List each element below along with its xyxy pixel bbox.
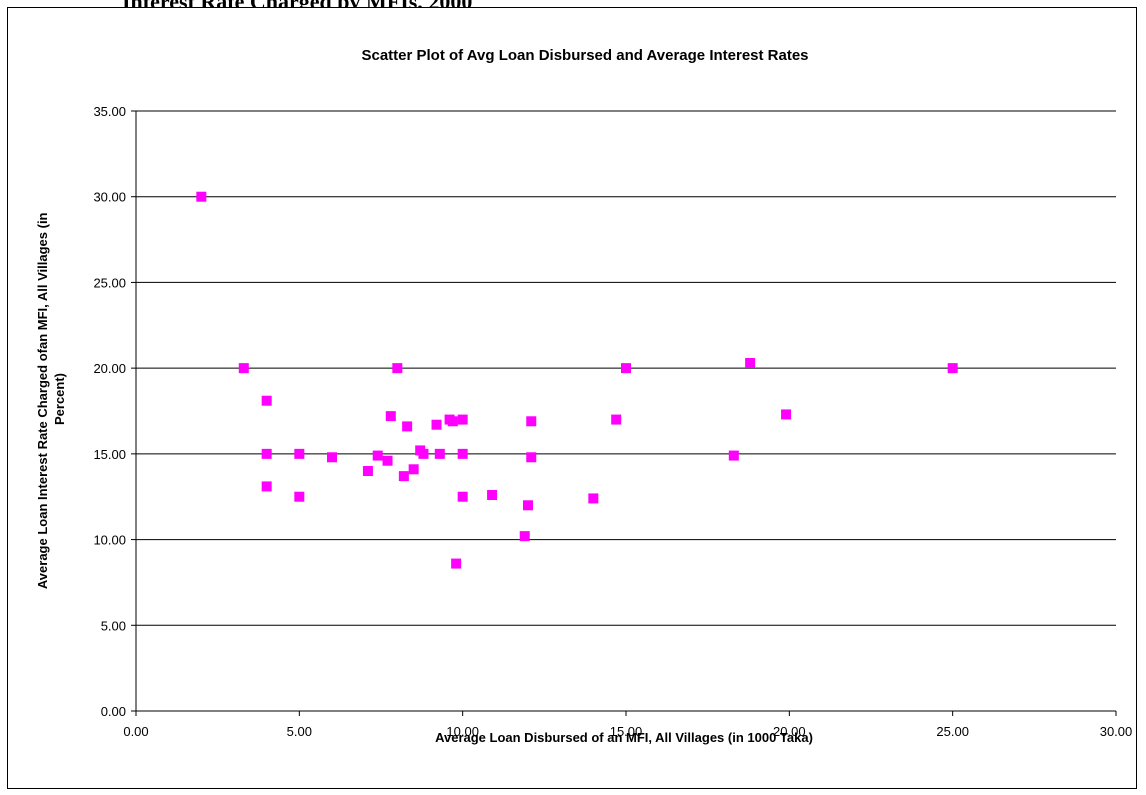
data-point bbox=[261, 481, 272, 492]
data-point bbox=[621, 363, 631, 374]
data-point bbox=[431, 419, 442, 430]
y-tick-label: 0.00 bbox=[101, 704, 126, 719]
x-tick-label: 10.00 bbox=[446, 724, 479, 739]
data-point bbox=[372, 450, 383, 461]
data-point bbox=[392, 363, 403, 374]
y-axis-label-line-1: Average Loan Interest Rate Charged ofan … bbox=[35, 212, 50, 589]
y-tick-label: 30.00 bbox=[93, 190, 126, 205]
data-point bbox=[418, 448, 429, 459]
data-point bbox=[408, 464, 419, 475]
data-point bbox=[261, 448, 272, 459]
data-point bbox=[447, 416, 458, 427]
data-point bbox=[382, 455, 393, 466]
data-point bbox=[947, 363, 958, 374]
y-axis-label: Average Loan Interest Rate Charged ofan … bbox=[35, 209, 67, 589]
y-axis-label-line-2: Percent) bbox=[52, 373, 67, 425]
y-tick-label: 35.00 bbox=[93, 104, 126, 119]
x-tick-label: 20.00 bbox=[773, 724, 806, 739]
data-point bbox=[327, 452, 337, 463]
data-point bbox=[588, 493, 599, 504]
y-tick-label: 20.00 bbox=[93, 361, 126, 376]
y-tick-label: 15.00 bbox=[93, 447, 126, 462]
data-point bbox=[294, 448, 305, 459]
data-point bbox=[745, 358, 756, 368]
x-axis-label: Average Loan Disbursed of an MFI, All Vi… bbox=[435, 730, 813, 745]
data-point bbox=[402, 421, 413, 432]
data-point bbox=[451, 558, 462, 569]
data-point bbox=[196, 191, 207, 202]
x-tick-label: 25.00 bbox=[936, 724, 969, 739]
data-point bbox=[261, 395, 272, 406]
chart-frame bbox=[7, 7, 1137, 789]
data-point bbox=[362, 466, 373, 476]
tick-labels: 0.00 5.00 10.00 15.00 20.00 25.00 30.00 35.00 0.… bbox=[93, 104, 1132, 739]
data-point bbox=[611, 414, 622, 425]
data-points bbox=[196, 191, 958, 569]
data-point bbox=[781, 409, 792, 420]
data-point bbox=[523, 500, 533, 511]
x-tick-label: 30.00 bbox=[1100, 724, 1133, 739]
data-point bbox=[728, 450, 739, 461]
x-tick-label: 15.00 bbox=[610, 724, 643, 739]
data-point bbox=[434, 448, 445, 459]
data-point bbox=[457, 414, 468, 425]
x-tick-label: 0.00 bbox=[123, 724, 148, 739]
data-point bbox=[457, 491, 468, 502]
data-point bbox=[526, 452, 537, 463]
data-point bbox=[398, 471, 409, 482]
data-point bbox=[294, 491, 305, 502]
y-tick-label: 10.00 bbox=[93, 533, 126, 548]
data-point bbox=[526, 416, 537, 427]
chart-title: Scatter Plot of Avg Loan Disbursed and A… bbox=[361, 47, 808, 64]
y-tick-label: 25.00 bbox=[93, 275, 126, 290]
data-point bbox=[238, 363, 249, 374]
data-point bbox=[457, 448, 468, 459]
y-tick-label: 5.00 bbox=[101, 618, 126, 633]
data-point bbox=[519, 531, 530, 542]
axes bbox=[131, 110, 1117, 716]
data-point bbox=[385, 411, 396, 422]
x-tick-label: 5.00 bbox=[287, 724, 312, 739]
data-point bbox=[487, 490, 498, 500]
